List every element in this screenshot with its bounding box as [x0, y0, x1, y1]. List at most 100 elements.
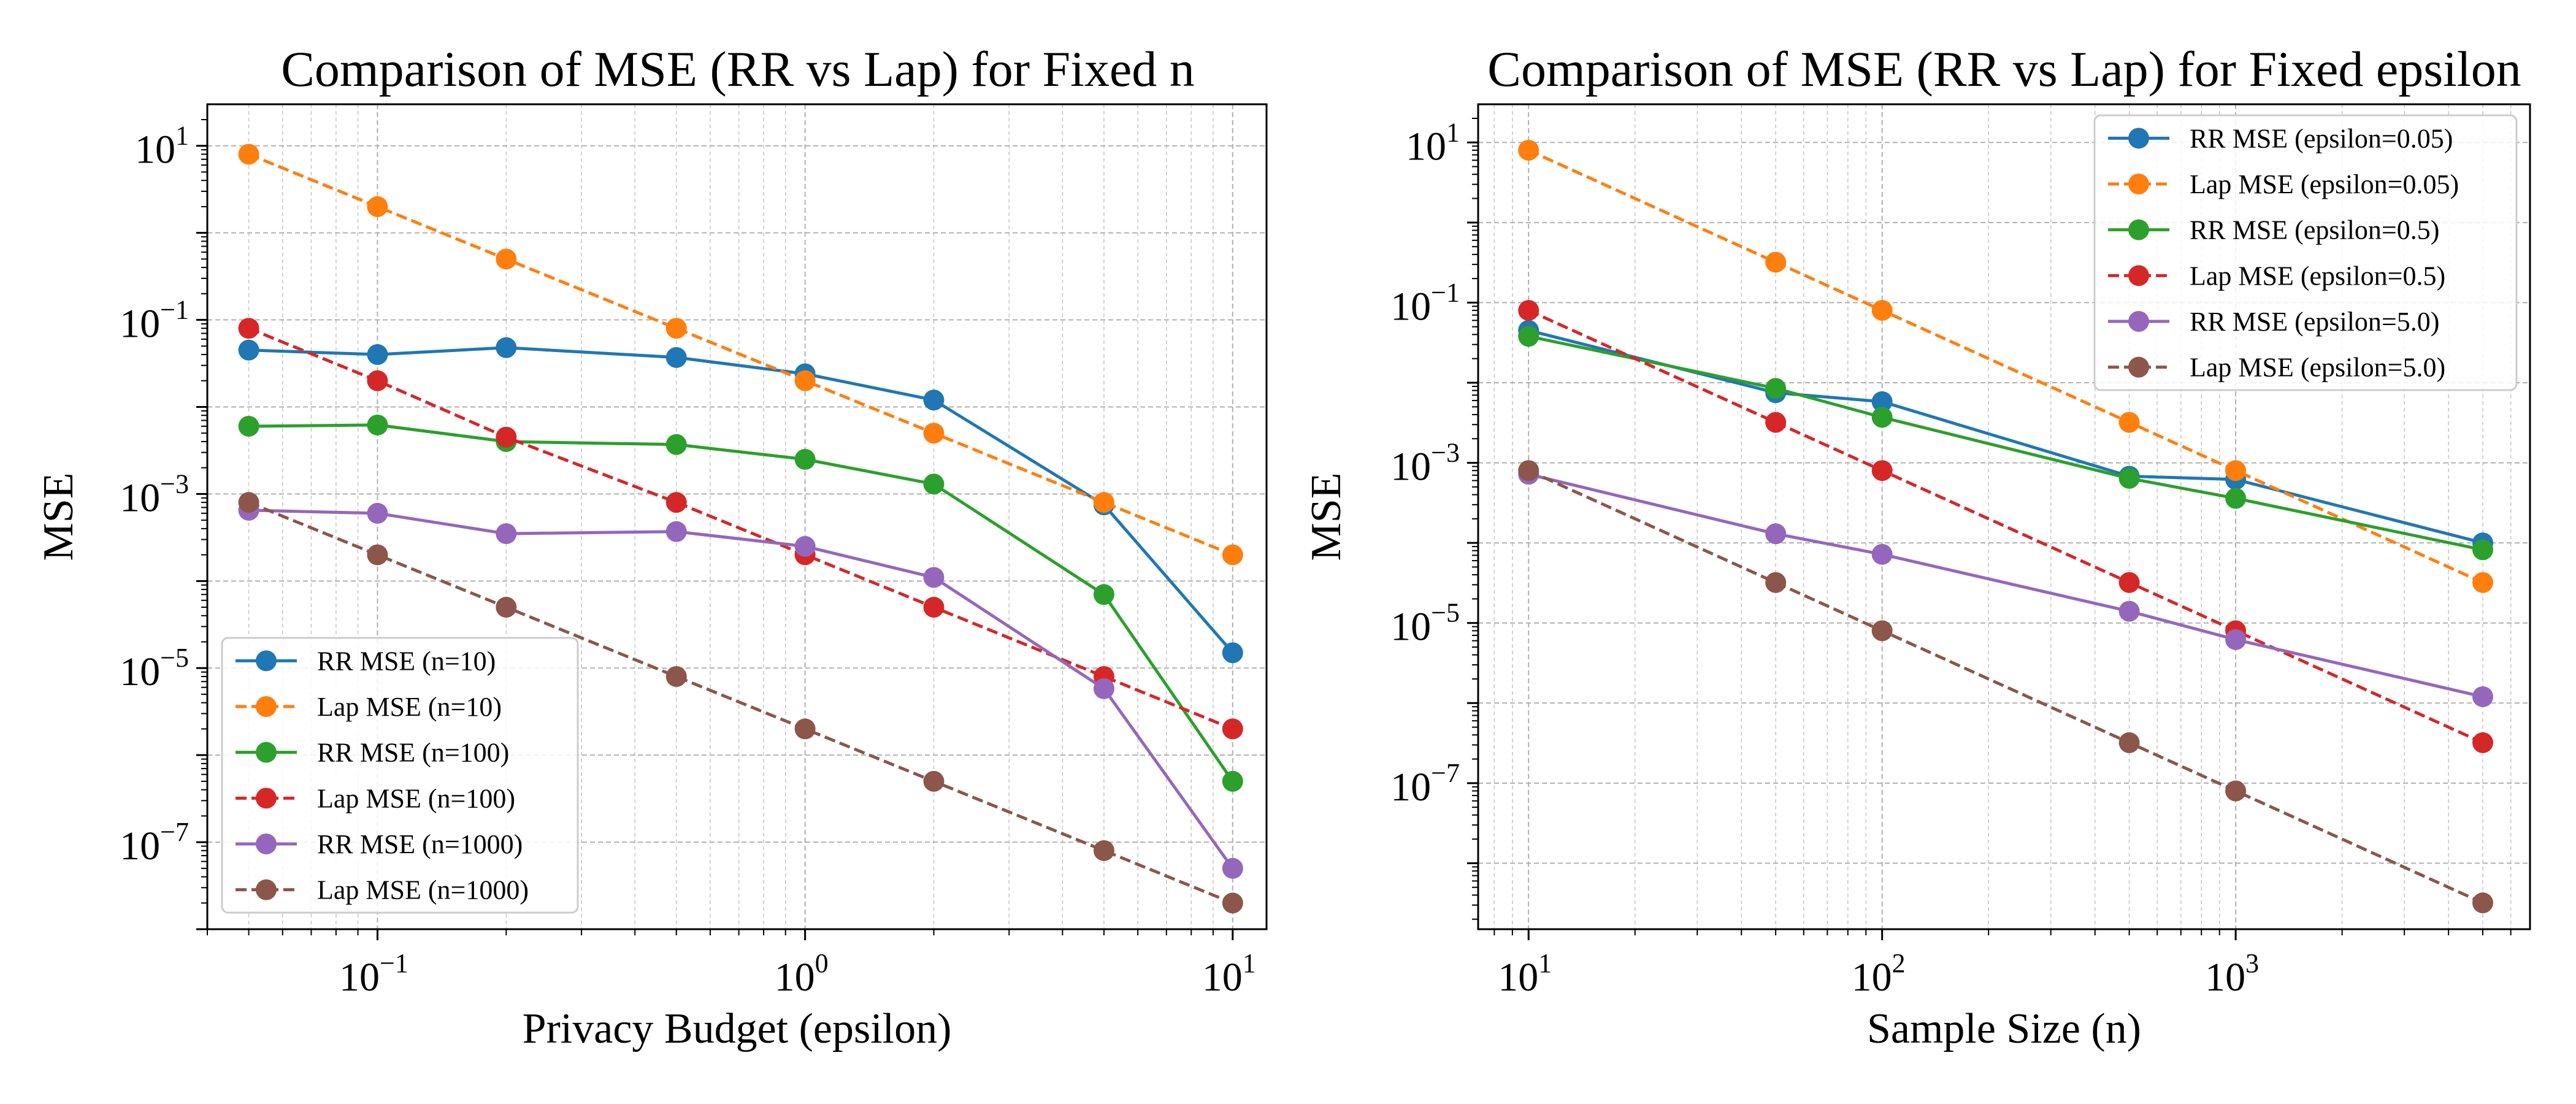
- data-point: [794, 718, 816, 740]
- y-axis-label: MSE: [1303, 473, 1350, 561]
- data-point: [238, 144, 259, 165]
- legend-label: RR MSE (epsilon=0.5): [2190, 215, 2439, 245]
- data-point: [794, 535, 816, 557]
- data-point: [2118, 572, 2140, 593]
- legend-frame: [221, 637, 579, 914]
- chart-title: Comparison of MSE (RR vs Lap) for Fixed …: [281, 41, 1195, 97]
- data-point: [923, 473, 945, 495]
- plot-area: [238, 144, 1243, 914]
- data-point: [1222, 892, 1243, 914]
- ticks: [1467, 117, 2512, 940]
- y-tick-label: 10−3: [1390, 438, 1460, 489]
- x-tick-label: 102: [1852, 948, 1906, 1000]
- legend-label: Lap MSE (n=1000): [317, 875, 529, 905]
- legend-marker: [2128, 128, 2149, 149]
- legend-marker: [2128, 311, 2149, 332]
- legend-marker: [256, 788, 277, 809]
- data-point: [496, 426, 517, 448]
- data-point: [2118, 467, 2140, 489]
- data-point: [2118, 412, 2140, 433]
- axes-frame: [206, 103, 1268, 930]
- data-point: [1222, 642, 1243, 664]
- series-line: [248, 500, 1233, 905]
- legend-marker: [2128, 265, 2149, 286]
- x-tick-label: 101: [1498, 948, 1552, 1000]
- data-point: [367, 502, 388, 524]
- series-line: [1528, 148, 2484, 585]
- y-tick-label: 101: [1406, 117, 1460, 169]
- series-line: [1528, 334, 2483, 551]
- x-tick-label: 103: [2205, 948, 2259, 1000]
- chart-title: Comparison of MSE (RR vs Lap) for Fixed …: [1487, 41, 2521, 97]
- series-6: [1518, 460, 2494, 914]
- data-point: [1765, 412, 1787, 433]
- data-point: [367, 344, 388, 366]
- series-line: [248, 326, 1233, 730]
- legend-item: RR MSE (epsilon=0.05): [2108, 123, 2453, 153]
- legend-label: RR MSE (n=100): [317, 738, 509, 768]
- data-point: [923, 770, 945, 792]
- data-point: [2118, 732, 2140, 753]
- data-point: [496, 597, 517, 618]
- y-tick-label: 10−1: [1390, 277, 1460, 329]
- series-5: [238, 499, 1243, 879]
- series-line: [1528, 469, 2484, 905]
- y-tick-label: 10−1: [120, 295, 189, 347]
- legend: RR MSE (n=10) Lap MSE (n=10) RR MSE (n=100…: [221, 637, 579, 914]
- legend-label: RR MSE (n=1000): [317, 829, 523, 859]
- legend-label: RR MSE (epsilon=0.05): [2190, 123, 2453, 153]
- data-point: [1765, 523, 1787, 545]
- ticks: [196, 118, 1234, 940]
- series-3: [1518, 326, 2494, 561]
- data-point: [238, 318, 259, 339]
- y-tick-label: 10−5: [1390, 598, 1460, 650]
- series-2: [238, 144, 1243, 565]
- data-point: [2225, 460, 2247, 481]
- y-axis-label: MSE: [35, 473, 82, 561]
- data-point: [2225, 629, 2247, 650]
- series-line: [248, 508, 1234, 870]
- series-1: [238, 337, 1243, 664]
- legend-marker: [256, 879, 277, 900]
- data-point: [923, 597, 945, 618]
- data-point: [1093, 492, 1114, 513]
- data-point: [2118, 600, 2140, 622]
- legend-item: Lap MSE (n=10): [236, 692, 502, 722]
- data-point: [665, 318, 687, 339]
- data-point: [2225, 488, 2247, 509]
- data-point: [1518, 460, 1539, 481]
- data-point: [1222, 544, 1243, 565]
- data-point: [1765, 572, 1787, 593]
- data-point: [2225, 780, 2247, 802]
- data-point: [1871, 300, 1893, 321]
- legend-label: RR MSE (n=10): [317, 646, 496, 676]
- data-point: [238, 339, 259, 361]
- data-point: [496, 337, 517, 358]
- data-point: [367, 414, 388, 435]
- data-point: [1518, 139, 1539, 161]
- legend-label: Lap MSE (n=100): [317, 783, 515, 813]
- data-point: [496, 523, 517, 545]
- data-point: [794, 448, 816, 470]
- data-point: [665, 434, 687, 455]
- data-point: [1093, 584, 1114, 605]
- legend-item: Lap MSE (epsilon=0.05): [2108, 169, 2459, 199]
- data-point: [367, 196, 388, 217]
- legend-item: RR MSE (n=1000): [236, 829, 523, 859]
- chart-1: 10−1 100 101 10−7 10−5 10−3 10−1 101 Comparison …: [35, 41, 1268, 1052]
- data-point: [2472, 892, 2494, 914]
- legend-label: RR MSE (epsilon=5.0): [2190, 307, 2439, 337]
- legend-marker: [2128, 356, 2149, 378]
- data-point: [1765, 251, 1787, 273]
- series-5: [1518, 464, 2494, 707]
- y-tick-label: 10−7: [1390, 758, 1460, 810]
- series-line: [248, 153, 1233, 556]
- legend-item: Lap MSE (n=1000): [236, 875, 529, 905]
- series-4: [238, 318, 1243, 740]
- data-point: [2472, 686, 2494, 707]
- data-point: [665, 521, 687, 542]
- legend-marker: [2128, 219, 2149, 240]
- x-axis-label: Privacy Budget (epsilon): [523, 1005, 952, 1052]
- data-point: [923, 423, 945, 444]
